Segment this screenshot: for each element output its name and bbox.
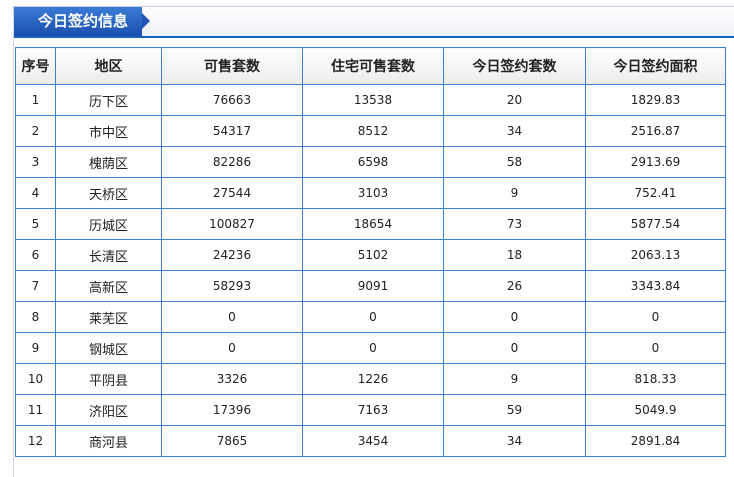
column-header: 可售套数 [161,47,303,85]
table-row: 9 钢城区 0 0 0 0 [15,332,726,364]
table-cell: 莱芜区 [55,301,162,333]
table-cell: 58 [443,146,586,178]
table-cell: 槐荫区 [55,146,162,178]
table-cell: 6598 [302,146,444,178]
table-cell: 3454 [302,425,444,457]
table-cell: 18 [443,239,586,271]
table-cell: 7865 [161,425,303,457]
table-cell: 818.33 [585,363,726,395]
table-cell: 76663 [161,84,303,116]
table-cell: 0 [585,301,726,333]
table-cell: 0 [161,332,303,364]
table-row: 3 槐荫区 82286 6598 58 2913.69 [15,146,726,178]
table-cell: 10 [15,363,56,395]
table-cell: 0 [585,332,726,364]
table-cell: 0 [302,301,444,333]
table-cell: 24236 [161,239,303,271]
table-cell: 0 [443,301,586,333]
table-cell: 天桥区 [55,177,162,209]
table-cell: 历城区 [55,208,162,240]
table-cell: 9 [443,177,586,209]
table-cell: 34 [443,115,586,147]
table-row: 10 平阴县 3326 1226 9 818.33 [15,363,726,395]
table-row: 1 历下区 76663 13538 20 1829.83 [15,84,726,116]
table-cell: 商河县 [55,425,162,457]
table-cell: 11 [15,394,56,426]
table-cell: 5102 [302,239,444,271]
table-cell: 钢城区 [55,332,162,364]
table-row: 2 市中区 54317 8512 34 2516.87 [15,115,726,147]
table-cell: 9 [15,332,56,364]
table-cell: 3326 [161,363,303,395]
table-cell: 2913.69 [585,146,726,178]
table-cell: 1226 [302,363,444,395]
table-cell: 0 [302,332,444,364]
table-header: 序号 地区 可售套数 住宅可售套数 今日签约套数 今日签约面积 [15,47,726,85]
table-cell: 5049.9 [585,394,726,426]
table-row: 5 历城区 100827 18654 73 5877.54 [15,208,726,240]
table-cell: 13538 [302,84,444,116]
table-cell: 9 [443,363,586,395]
table-cell: 752.41 [585,177,726,209]
table-cell: 高新区 [55,270,162,302]
table-cell: 26 [443,270,586,302]
column-header: 今日签约套数 [443,47,586,85]
table-cell: 0 [161,301,303,333]
table-row: 4 天桥区 27544 3103 9 752.41 [15,177,726,209]
table-cell: 3343.84 [585,270,726,302]
table-cell: 27544 [161,177,303,209]
table-cell: 2063.13 [585,239,726,271]
table-cell: 34 [443,425,586,457]
info-panel: 今日签约信息 [13,6,734,477]
table-cell: 18654 [302,208,444,240]
column-header: 序号 [15,47,56,85]
table-cell: 平阴县 [55,363,162,395]
table-cell: 5877.54 [585,208,726,240]
table-cell: 3103 [302,177,444,209]
panel-header: 今日签约信息 [14,7,734,38]
table-cell: 市中区 [55,115,162,147]
table-cell: 1829.83 [585,84,726,116]
table-row: 6 长清区 24236 5102 18 2063.13 [15,239,726,271]
table-cell: 12 [15,425,56,457]
table-cell: 9091 [302,270,444,302]
column-header: 地区 [55,47,162,85]
table-cell: 8 [15,301,56,333]
table-cell: 58293 [161,270,303,302]
table-cell: 3 [15,146,56,178]
table-row: 7 高新区 58293 9091 26 3343.84 [15,270,726,302]
table-cell: 73 [443,208,586,240]
table-cell: 82286 [161,146,303,178]
table-row: 12 商河县 7865 3454 34 2891.84 [15,425,726,457]
column-header: 住宅可售套数 [302,47,444,85]
table-cell: 6 [15,239,56,271]
table-row: 11 济阳区 17396 7163 59 5049.9 [15,394,726,426]
table-cell: 100827 [161,208,303,240]
table-row: 8 莱芜区 0 0 0 0 [15,301,726,333]
table-cell: 4 [15,177,56,209]
table-cell: 5 [15,208,56,240]
table-cell: 7 [15,270,56,302]
table-cell: 54317 [161,115,303,147]
table-cell: 济阳区 [55,394,162,426]
table-cell: 20 [443,84,586,116]
table-cell: 2 [15,115,56,147]
table-cell: 1 [15,84,56,116]
table-cell: 历下区 [55,84,162,116]
table-cell: 长清区 [55,239,162,271]
table-cell: 17396 [161,394,303,426]
table-cell: 2891.84 [585,425,726,457]
signing-table: 序号 地区 可售套数 住宅可售套数 今日签约套数 今日签约面积 1 历下区 76663 1353… [15,47,726,457]
table-cell: 7163 [302,394,444,426]
table-cell: 0 [443,332,586,364]
table-cell: 59 [443,394,586,426]
table-cell: 2516.87 [585,115,726,147]
column-header: 今日签约面积 [585,47,726,85]
panel-title: 今日签约信息 [14,7,150,36]
table-cell: 8512 [302,115,444,147]
